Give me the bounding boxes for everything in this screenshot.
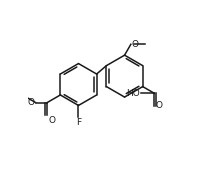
Text: O: O — [155, 101, 162, 110]
Text: F: F — [76, 118, 81, 127]
Text: O: O — [48, 116, 55, 125]
Text: O: O — [131, 40, 138, 49]
Text: O: O — [28, 98, 35, 107]
Text: HO: HO — [126, 89, 140, 98]
